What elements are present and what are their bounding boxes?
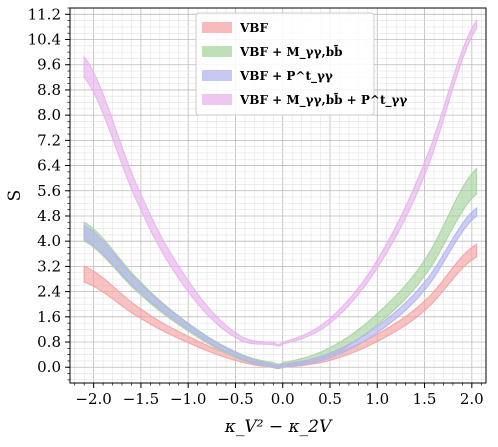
y-axis-label: S (5, 190, 25, 202)
tick-labels: −2.0 −1.5 −1.0 −0.5 0.0 0.5 1.0 1.5 2.0 0.0 0.8 1.6… (28, 5, 484, 408)
x-tick-label: 2.0 (460, 390, 484, 408)
y-tick-label: 7.2 (37, 131, 61, 149)
y-tick-label: 1.6 (37, 308, 61, 326)
x-axis-label: κ_V² − κ_2V (224, 417, 333, 437)
legend-label: VBF + P^t_γγ (239, 69, 333, 84)
x-tick-label: 1.5 (413, 390, 437, 408)
legend: VBF VBF + M_γγ,bb̄ VBF + P^t_γγ VBF + M_γγ,… (195, 12, 407, 116)
y-tick-label: 11.2 (28, 5, 61, 23)
legend-swatch (202, 22, 232, 33)
y-tick-label: 4.8 (37, 207, 61, 225)
legend-swatch (202, 46, 232, 57)
x-tick-label: 0.5 (318, 390, 342, 408)
x-tick-label: −2.0 (75, 390, 111, 408)
legend-swatch (202, 94, 232, 105)
x-tick-label: −0.5 (217, 390, 253, 408)
y-tick-label: 3.2 (37, 257, 61, 275)
series-band-2 (83, 206, 478, 370)
series-bands (83, 18, 478, 370)
ticks (65, 7, 482, 388)
legend-label: VBF + M_γγ,bb̄ + P^t_γγ (239, 91, 407, 108)
y-tick-label: 5.6 (37, 182, 61, 200)
x-tick-label: 0.0 (271, 390, 295, 408)
legend-label: VBF + M_γγ,bb̄ (239, 43, 342, 60)
y-tick-label: 8.8 (37, 81, 61, 99)
y-tick-label: 4.0 (37, 232, 61, 250)
y-tick-label: 0.0 (37, 358, 61, 376)
y-tick-label: 0.8 (37, 333, 61, 351)
legend-label: VBF (239, 21, 268, 35)
x-tick-label: −1.0 (170, 390, 206, 408)
legend-box (195, 12, 375, 116)
y-tick-label: 2.4 (37, 283, 61, 301)
series-band-3 (83, 18, 478, 347)
plot-frame (69, 7, 487, 384)
legend-swatch (202, 70, 232, 81)
y-tick-label: 10.4 (28, 31, 61, 49)
x-tick-label: 1.0 (365, 390, 389, 408)
y-tick-label: 6.4 (37, 157, 61, 175)
y-tick-label: 9.6 (37, 56, 61, 74)
x-tick-label: −1.5 (123, 390, 159, 408)
series-band-0 (83, 243, 478, 369)
y-tick-label: 8.0 (37, 106, 61, 124)
